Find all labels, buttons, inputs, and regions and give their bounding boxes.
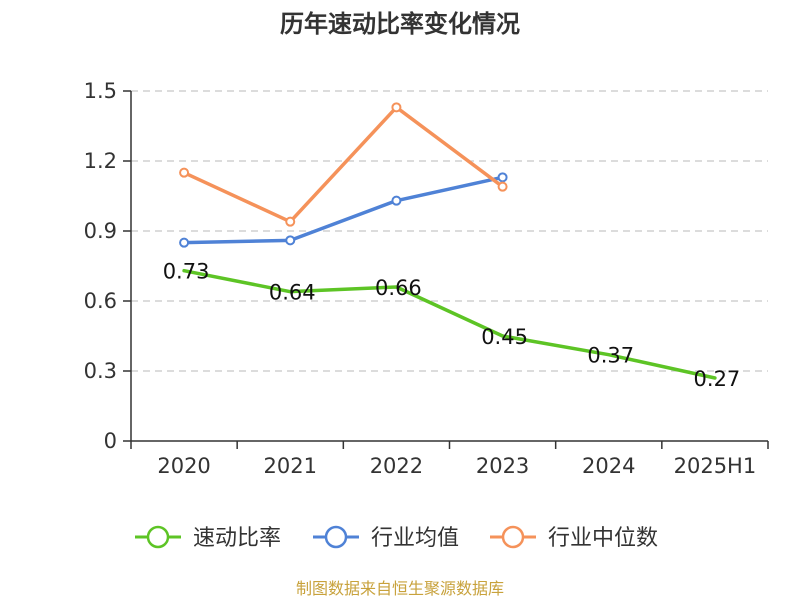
y-tick-label: 0.6 <box>84 289 117 313</box>
data-point <box>179 237 190 248</box>
y-tick-label: 0.3 <box>84 359 117 383</box>
grid <box>131 90 768 372</box>
legend: 速动比率 行业均值 行业中位数 <box>135 525 658 551</box>
legend-item: 速动比率 <box>135 525 281 551</box>
series-line <box>182 175 505 245</box>
data-labels: 0.73 0.64 0.66 0.45 0.37 0.27 <box>163 260 741 391</box>
legend-marker <box>146 525 170 549</box>
data-point <box>179 167 190 178</box>
y-tick-label: 0.9 <box>84 219 117 243</box>
y-tick-label: 1.5 <box>84 79 117 103</box>
legend-item: 行业均值 <box>313 525 459 551</box>
legend-marker <box>501 525 525 549</box>
legend-label: 行业中位数 <box>548 526 658 551</box>
x-tick-label: 2024 <box>582 454 635 478</box>
series-line <box>182 268 717 380</box>
x-tick-label: 2020 <box>157 454 210 478</box>
data-point <box>391 102 402 113</box>
data-point <box>391 195 402 206</box>
x-tick-label: 2023 <box>476 454 529 478</box>
y-tick-label: 1.2 <box>84 149 117 173</box>
series <box>179 102 717 380</box>
source-note: 制图数据来自恒生聚源数据库 <box>296 579 504 598</box>
data-label: 0.37 <box>587 344 634 368</box>
chart-title: 历年速动比率变化情况 <box>280 10 520 38</box>
x-tick-label: 2021 <box>264 454 317 478</box>
legend-label: 行业均值 <box>371 526 459 551</box>
data-point <box>497 181 508 192</box>
axes: 0 0.3 0.6 0.9 1.2 1.5 2020 2021 2022 2023 2024 2025… <box>84 79 769 478</box>
data-label: 0.27 <box>694 367 741 391</box>
legend-label: 速动比率 <box>193 526 281 551</box>
data-label: 0.45 <box>481 325 528 349</box>
data-label: 0.66 <box>375 276 422 300</box>
x-tick-label: 2025H1 <box>674 454 757 478</box>
legend-item: 行业中位数 <box>490 525 658 551</box>
x-tick-label: 2022 <box>370 454 423 478</box>
data-point <box>285 235 296 246</box>
y-tick-label: 0 <box>104 429 117 453</box>
data-point <box>285 216 296 227</box>
data-label: 0.73 <box>163 260 210 284</box>
series-line <box>182 105 505 224</box>
data-label: 0.64 <box>269 281 316 305</box>
data-point <box>497 172 508 183</box>
legend-marker <box>324 525 348 549</box>
